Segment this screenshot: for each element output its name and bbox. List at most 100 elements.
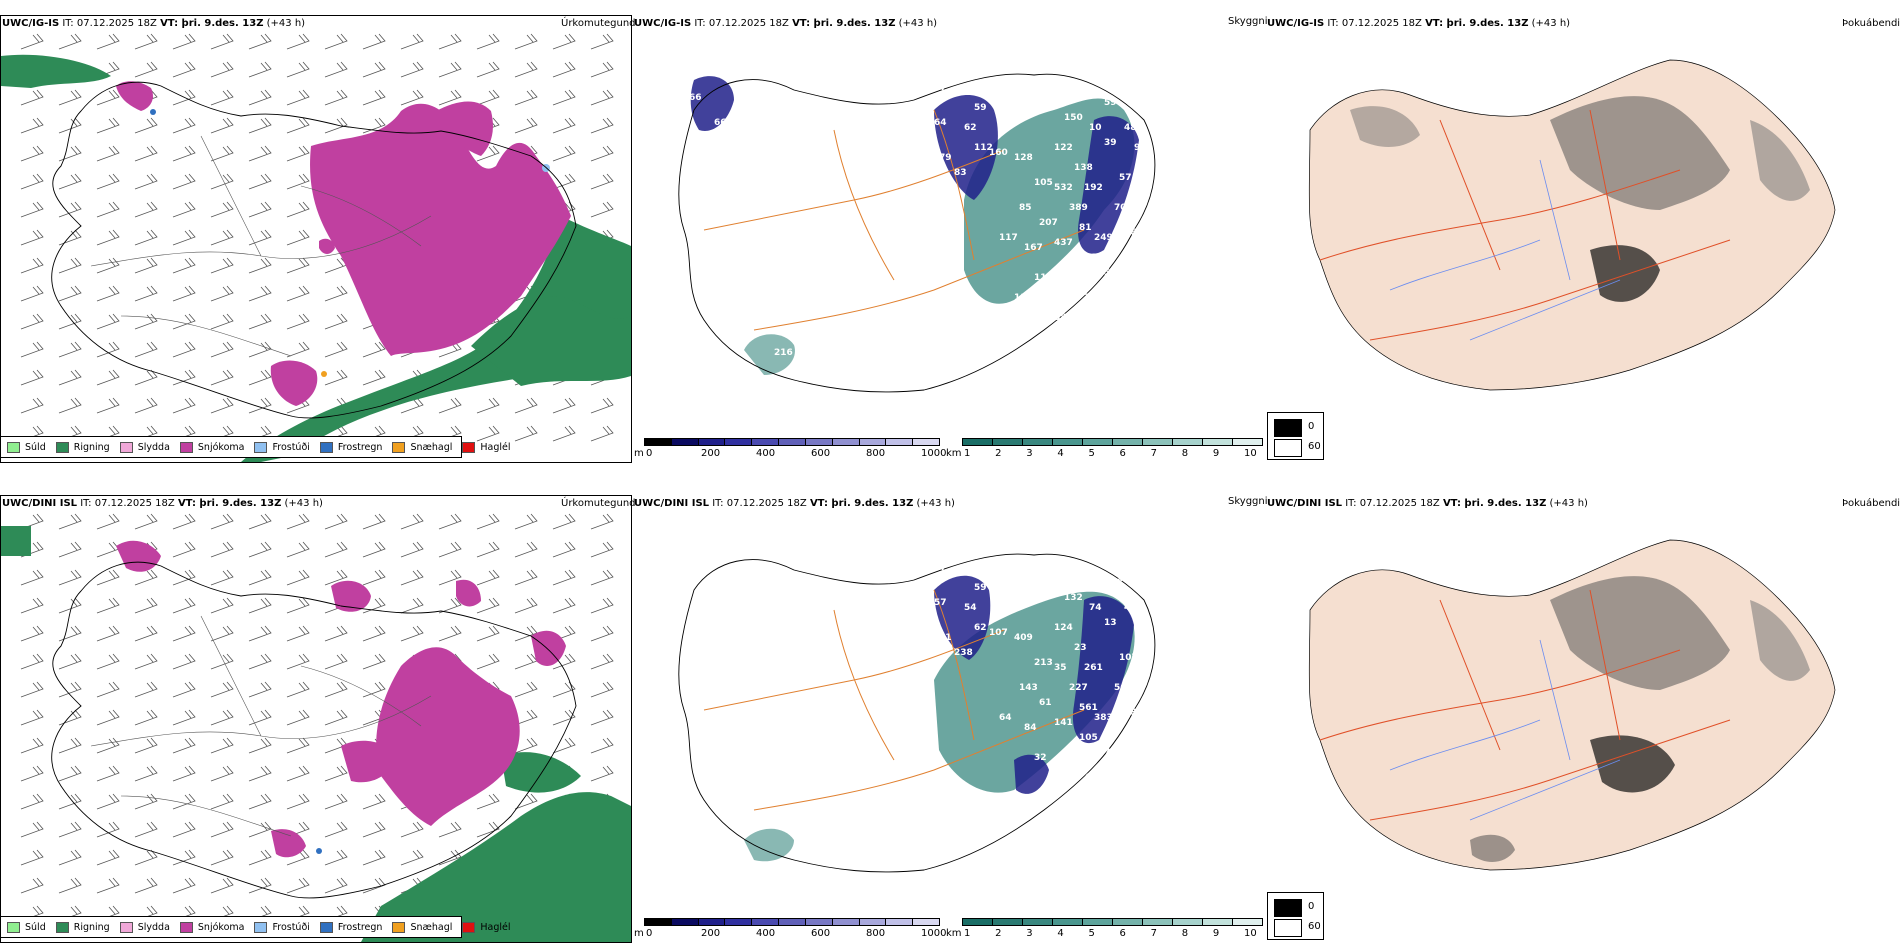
precip-sum-label: 389 [1069, 203, 1088, 213]
precip-sum-label: 23 [1074, 643, 1087, 653]
snow-pellets [321, 371, 327, 377]
precip-sum-label: 238 [954, 648, 973, 658]
wind-barb [438, 625, 462, 642]
legend-item: Súld [7, 921, 46, 933]
row-2-header-c: UWC/DINI ISL IT: 07.12.2025 18Z VT: þri.… [1267, 498, 1588, 509]
snow-area [271, 829, 306, 858]
fog-area [1550, 576, 1730, 690]
row-1-header-c: UWC/IG-IS IT: 07.12.2025 18Z VT: þri. 9.… [1267, 18, 1570, 29]
colorbar-cell [1142, 438, 1173, 446]
wind-barb [590, 569, 614, 586]
precip-sum-label: 45 [1084, 773, 1097, 783]
precip-type-map-1 [0, 15, 632, 463]
colorbar-cell [992, 438, 1023, 446]
wind-barb [134, 145, 158, 162]
wind-barb [58, 681, 82, 698]
fog-scale-1: 0 60 [1267, 412, 1324, 460]
wind-barb [590, 765, 614, 782]
precip-sum-label: 116 [1014, 293, 1033, 303]
wind-barb [58, 569, 82, 586]
wind-barb [476, 61, 500, 78]
colorbar-cell [1232, 918, 1263, 926]
wind-barb [134, 369, 158, 386]
wind-barb [96, 33, 120, 50]
wind-barb [590, 709, 614, 726]
fog-map-2 [1290, 520, 1870, 920]
wind-barb [58, 313, 82, 330]
wind-barb [590, 513, 614, 530]
wind-barb [134, 681, 158, 698]
wind-barb [286, 89, 310, 106]
wind-barb [20, 821, 44, 838]
precip-sum-label: 216 [774, 348, 793, 358]
wind-barb [476, 793, 500, 810]
wind-barb [134, 709, 158, 726]
precip-sum-label: 66 [729, 63, 742, 73]
precip-sum-label: 13 [1104, 618, 1117, 628]
visibility-colorbar-1: km 1 2 3 4 5 6 7 8 9 10 [946, 438, 1266, 460]
vis-colorbar-cells [962, 918, 1263, 926]
wind-barb [324, 821, 348, 838]
lead-time: (+43 h) [916, 498, 955, 509]
wind-barb [552, 173, 576, 190]
wind-barb [134, 173, 158, 190]
wind-barb [172, 653, 196, 670]
snow-area [270, 360, 318, 406]
wind-barb [172, 625, 196, 642]
colorbar-tick: 1 [964, 928, 971, 939]
wind-barb [172, 513, 196, 530]
wind-barb [286, 653, 310, 670]
wind-barb [172, 541, 196, 558]
wind-barb [20, 369, 44, 386]
legend-item: Slydda [119, 441, 170, 453]
wind-barb [476, 145, 500, 162]
wind-barb [96, 849, 120, 866]
wind-barb [248, 513, 272, 530]
wind-barb [20, 89, 44, 106]
legend-item: Frostregn [319, 921, 382, 933]
wind-barb [134, 653, 158, 670]
precip-sum-label: 561 [1079, 703, 1098, 713]
wind-barb [96, 653, 120, 670]
wind-barb [58, 513, 82, 530]
precip-sum-label: 22 [714, 598, 727, 608]
wind-barb [248, 369, 272, 386]
wind-barb [324, 681, 348, 698]
legend-item: Haglél [462, 441, 511, 453]
wind-barb [438, 61, 462, 78]
wind-barb [476, 513, 500, 530]
colorbar-tick: 3 [1026, 928, 1033, 939]
precip-sum-label: 532 [1054, 183, 1073, 193]
height-colorbar-2: m 0 200 400 600 800 1000 [634, 918, 946, 940]
colorbar-cell [912, 438, 940, 446]
wind-barb [134, 201, 158, 218]
precip-type-map-2 [0, 495, 632, 943]
wind-barb [210, 61, 234, 78]
wind-barb [590, 117, 614, 134]
wind-barb [324, 341, 348, 358]
precip-sum-label: 437 [1054, 238, 1073, 248]
wind-barb [96, 173, 120, 190]
precip-sum-label: 69 [1134, 743, 1147, 753]
colorbar-cell [670, 438, 699, 446]
wind-barb [210, 569, 234, 586]
precip-sum-label: 85 [1019, 203, 1032, 213]
wind-barb [134, 117, 158, 134]
wind-barb [58, 397, 82, 414]
colorbar-cell [1112, 918, 1143, 926]
precip-sum-label: 59 [1104, 98, 1117, 108]
valid-time: VT: þri. 9.des. 13Z [160, 18, 264, 29]
rain-area [471, 296, 631, 386]
legend-swatch [462, 921, 476, 933]
precip-sum-label: 35 [1054, 663, 1067, 673]
precip-sum-label: 246 [1104, 323, 1123, 333]
precip-sum-label: 128 [1014, 153, 1033, 163]
wind-barb [210, 173, 234, 190]
legend-item: Rigning [55, 441, 110, 453]
wind-barb [58, 849, 82, 866]
wind-barb [210, 681, 234, 698]
height-area [1014, 754, 1049, 794]
colorbar-cell [724, 918, 753, 926]
